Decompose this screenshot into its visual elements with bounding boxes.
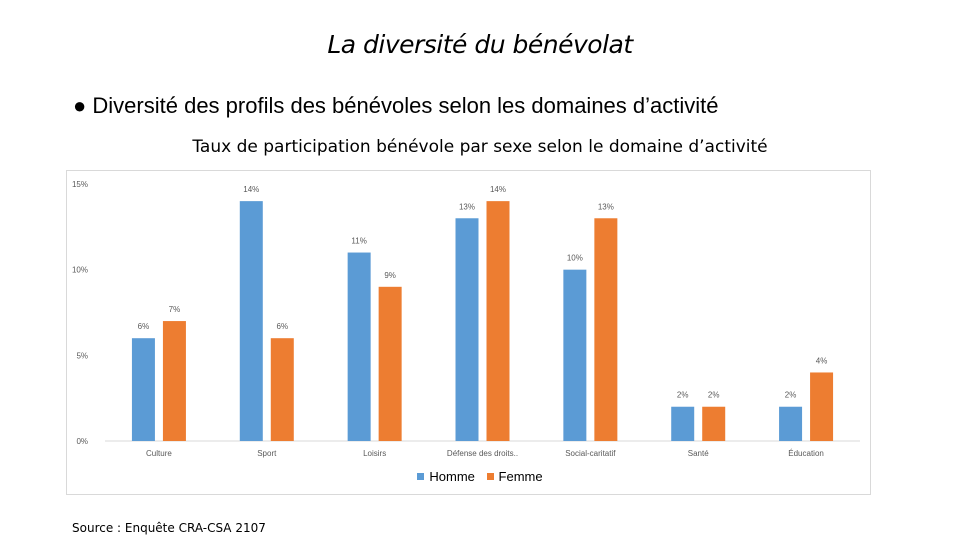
chart-legend: Homme Femme bbox=[0, 468, 960, 484]
data-label: 2% bbox=[677, 391, 689, 400]
data-label: 13% bbox=[598, 202, 614, 211]
legend-item-femme: Femme bbox=[486, 469, 543, 484]
data-label: 7% bbox=[169, 305, 181, 314]
bar-femme bbox=[486, 201, 510, 441]
y-tick-label: 15% bbox=[72, 180, 88, 189]
bar-femme bbox=[810, 372, 834, 441]
source-note: Source : Enquête CRA-CSA 2107 bbox=[72, 521, 266, 535]
legend-swatch-homme bbox=[417, 473, 425, 480]
bullet-text: ● Diversité des profils des bénévoles se… bbox=[73, 93, 719, 118]
bar-homme bbox=[779, 406, 803, 441]
y-tick-label: 5% bbox=[76, 351, 88, 360]
x-tick-label: Éducation bbox=[788, 449, 824, 458]
x-tick-label: Sport bbox=[257, 449, 277, 458]
bar-homme bbox=[455, 218, 479, 441]
data-label: 2% bbox=[785, 391, 797, 400]
x-tick-label: Social-caritatif bbox=[565, 449, 616, 458]
legend-label-femme: Femme bbox=[498, 469, 543, 484]
x-tick-label: Loisirs bbox=[363, 449, 386, 458]
chart-frame bbox=[66, 170, 871, 495]
bar-homme bbox=[347, 252, 371, 441]
data-label: 10% bbox=[567, 254, 583, 263]
bar-homme bbox=[131, 338, 155, 441]
y-tick-label: 0% bbox=[76, 437, 88, 446]
data-label: 11% bbox=[351, 237, 366, 246]
data-label: 13% bbox=[459, 202, 475, 211]
bar-femme bbox=[702, 406, 726, 441]
chart-title: Taux de participation bénévole par sexe … bbox=[192, 137, 768, 157]
bar-femme bbox=[378, 286, 402, 441]
legend-label-homme: Homme bbox=[429, 469, 475, 484]
bar-homme bbox=[671, 406, 695, 441]
legend-swatch-femme bbox=[486, 473, 494, 480]
data-label: 14% bbox=[490, 185, 506, 194]
data-label: 14% bbox=[243, 185, 259, 194]
data-label: 6% bbox=[138, 322, 150, 331]
x-tick-label: Santé bbox=[688, 449, 709, 458]
bar-femme bbox=[270, 338, 294, 441]
data-label: 4% bbox=[816, 356, 828, 365]
data-label: 2% bbox=[708, 391, 720, 400]
y-tick-label: 10% bbox=[72, 266, 88, 275]
x-tick-label: Défense des droits.. bbox=[447, 449, 518, 458]
bar-homme bbox=[563, 269, 587, 441]
slide-title: La diversité du bénévolat bbox=[327, 30, 633, 59]
bar-femme bbox=[162, 321, 186, 441]
bar-femme bbox=[594, 218, 618, 441]
legend-item-homme: Homme bbox=[417, 469, 475, 484]
data-label: 6% bbox=[277, 322, 289, 331]
bar-homme bbox=[239, 201, 263, 441]
x-tick-label: Culture bbox=[146, 449, 172, 458]
data-label: 9% bbox=[384, 271, 396, 280]
